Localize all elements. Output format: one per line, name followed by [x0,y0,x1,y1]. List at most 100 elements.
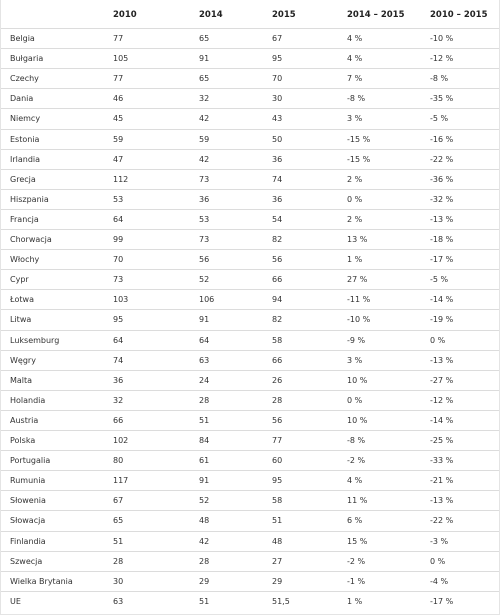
table-row: Polska 102 84 77 -8 % -25 % [1,430,499,451]
table-row: UE 63 51 51,5 1 % -17 % [1,590,499,612]
table-row: Austria 66 51 56 10 % -14 % [1,409,499,431]
value-cell: 24 [199,375,210,385]
value-cell: -11 % [347,295,371,305]
country-cell: Chorwacja [10,235,52,244]
table-row: Finlandia 51 42 48 15 % -3 % [1,530,499,552]
value-cell: -15 % [347,134,371,144]
value-cell: 53 [113,194,124,204]
value-cell: -36 % [430,174,454,184]
value-cell: 70 [272,74,283,84]
header-cell: 2010 [113,10,137,20]
value-cell: 1 % [347,255,363,265]
country-cell: Litwa [10,315,32,325]
value-cell: 66 [113,415,124,425]
value-cell: 29 [199,576,210,586]
value-cell: 13 % [347,235,368,244]
country-cell: Irlandia [10,154,41,164]
value-cell: 63 [199,355,210,365]
value-cell: 95 [272,54,283,64]
value-cell: 74 [113,355,124,365]
value-cell: 30 [113,576,124,586]
country-cell: Grecja [10,174,36,184]
value-cell: -22 % [430,516,454,526]
value-cell: 94 [272,295,283,305]
header-cell: 2015 [272,10,296,20]
value-cell: 28 [199,395,210,405]
value-cell: 42 [199,154,210,164]
country-cell: Łotwa [10,295,34,305]
table-row: Francja 64 53 54 2 % -13 % [1,208,499,230]
value-cell: 58 [272,335,283,345]
value-cell: 43 [272,114,283,124]
country-cell: Niemcy [10,114,41,124]
value-cell: 56 [272,255,283,265]
value-cell: 117 [113,476,129,486]
value-cell: 60 [272,456,283,466]
value-cell: 56 [272,415,283,425]
value-cell: 61 [199,456,210,466]
value-cell: 74 [272,174,283,184]
header-cell: 2014 [199,10,223,20]
table-row: Rumunia 117 91 95 4 % -21 % [1,470,499,491]
value-cell: 106 [199,295,215,305]
value-cell: 82 [272,315,283,325]
value-cell: -18 % [430,235,454,244]
table-row: Belgia 77 65 67 4 % -10 % [1,28,499,49]
table-row: Węgry 74 63 66 3 % -13 % [1,349,499,371]
table-row: Chorwacja 99 73 82 13 % -18 % [1,229,499,250]
value-cell: -8 % [430,74,449,84]
table-row: Malta 36 24 26 10 % -27 % [1,369,499,391]
value-cell: 64 [113,335,124,345]
country-cell: Polska [10,436,36,445]
value-cell: 80 [113,456,124,466]
value-cell: 29 [272,576,283,586]
header-row: 2010 2014 2015 2014 – 2015 2010 – 2015 [1,0,499,28]
value-cell: 73 [199,174,210,184]
value-cell: -25 % [430,436,454,445]
value-cell: 48 [272,536,283,546]
value-cell: 102 [113,436,129,445]
value-cell: -10 % [430,34,454,43]
value-cell: 28 [199,556,210,566]
value-cell: 77 [272,436,283,445]
value-cell: 112 [113,174,129,184]
value-cell: -10 % [347,315,371,325]
country-cell: Luksemburg [10,335,60,345]
table-row: Portugalia 80 61 60 -2 % -33 % [1,450,499,471]
value-cell: 0 % [347,395,363,405]
value-cell: 51 [199,415,210,425]
table-row: Łotwa 103 106 94 -11 % -14 % [1,289,499,310]
country-cell: Portugalia [10,456,51,466]
value-cell: 10 % [347,375,368,385]
country-cell: Hiszpania [10,194,49,204]
value-cell: 2 % [347,214,363,224]
value-cell: 47 [113,154,124,164]
value-cell: 27 [272,556,283,566]
value-cell: -12 % [430,54,454,64]
value-cell: 58 [272,496,283,506]
table-row: Bułgaria 105 91 95 4 % -12 % [1,48,499,69]
value-cell: 59 [199,134,210,144]
value-cell: 32 [113,395,124,405]
value-cell: 51 [272,516,283,526]
value-cell: 46 [113,94,124,104]
value-cell: -4 % [430,576,449,586]
country-cell: Czechy [10,74,39,84]
value-cell: -15 % [347,154,371,164]
value-cell: -16 % [430,134,454,144]
value-cell: 0 % [347,194,363,204]
value-cell: 1 % [347,596,363,606]
value-cell: 63 [113,596,124,606]
value-cell: 82 [272,235,283,244]
country-cell: UE [10,596,21,606]
value-cell: 95 [272,476,283,486]
value-cell: -8 % [347,94,366,104]
value-cell: 3 % [347,114,363,124]
value-cell: -32 % [430,194,454,204]
value-cell: -8 % [347,436,366,445]
value-cell: 65 [113,516,124,526]
value-cell: 99 [113,235,124,244]
value-cell: -3 % [430,536,449,546]
table-row: Dania 46 32 30 -8 % -35 % [1,88,499,109]
country-cell: Cypr [10,275,29,285]
